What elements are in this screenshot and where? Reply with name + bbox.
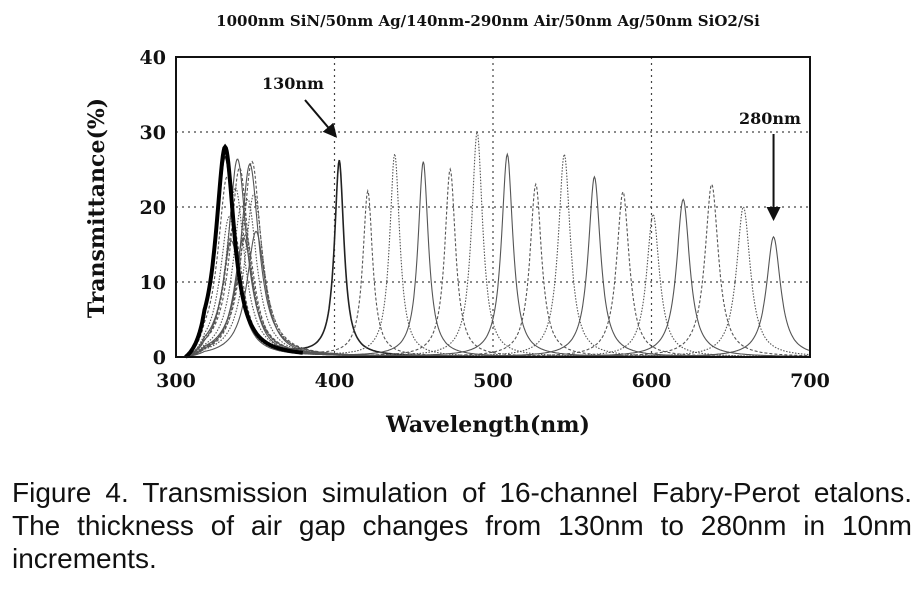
axes [175,56,811,358]
figure-caption: Figure 4. Transmission simulation of 16-… [12,477,912,574]
tick-labels: 300 400 500 600 700 0 10 20 30 40 [140,47,830,392]
spectrum-line [185,198,810,358]
x-tick-label: 400 [315,370,355,392]
annotation-arrow-130nm [304,99,338,138]
y-tick-label: 0 [153,347,166,369]
y-tick-label: 10 [140,272,166,294]
spectrum-line [185,163,810,358]
x-axis-label: Wavelength(nm) [385,412,590,438]
annotation-130nm: 130nm [262,74,324,93]
spectrum-line [185,155,810,358]
grid-lines [176,57,810,357]
spectrum-line [185,153,810,358]
spectrum-line [185,152,810,358]
uv-peak-line [184,143,304,359]
spectrum-line [185,152,810,358]
annotations: 130nm 280nm [262,74,801,222]
chart-title: 1000nm SiN/50nm Ag/140nm-290nm Air/50nm … [216,12,760,30]
spectrum-line [185,230,811,358]
y-tick-label: 40 [140,47,166,69]
x-tick-label: 300 [156,370,196,392]
y-tick-label: 20 [140,197,166,219]
spectral-curves [184,131,811,359]
spectrum-line [185,161,810,358]
spectrum-line [185,131,810,358]
spectrum-line [185,160,810,358]
transmittance-chart: 1000nm SiN/50nm Ag/140nm-290nm Air/50nm … [84,12,830,438]
x-tick-label: 500 [473,370,513,392]
y-tick-label: 30 [140,122,166,144]
plot-frame [175,56,811,358]
x-tick-label: 700 [790,370,830,392]
y-axis-label: Transmittance(%) [84,98,110,318]
annotation-280nm: 280nm [739,109,801,128]
x-tick-label: 600 [632,370,672,392]
